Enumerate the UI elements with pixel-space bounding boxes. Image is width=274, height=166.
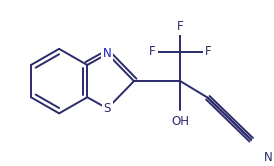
Text: F: F <box>149 45 156 58</box>
Text: F: F <box>177 20 184 33</box>
Text: OH: OH <box>171 115 189 128</box>
Text: N: N <box>264 151 273 164</box>
Text: F: F <box>204 45 211 58</box>
Text: N: N <box>103 47 112 60</box>
Text: S: S <box>104 102 111 115</box>
